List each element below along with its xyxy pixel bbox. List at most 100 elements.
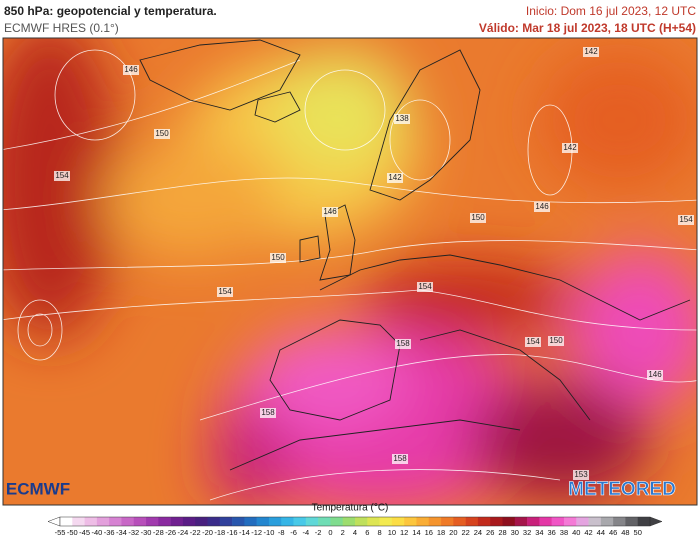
colorbar-tick-label: -22 <box>190 528 201 537</box>
colorbar-tick-label: 32 <box>523 528 531 537</box>
colorbar-swatch <box>563 517 577 526</box>
colorbar-swatch <box>441 517 454 526</box>
contour-label: 146 <box>323 207 337 216</box>
colorbar-tick-label: -8 <box>278 528 285 537</box>
colorbar-swatch <box>502 517 516 526</box>
colorbar-swatch <box>96 517 110 526</box>
colorbar-tick-label: 50 <box>634 528 642 537</box>
contour-label-bg <box>417 282 433 292</box>
colorbar-tick-label: 44 <box>597 528 605 537</box>
colorbar-tick-label: 24 <box>474 528 482 537</box>
contour-label-bg <box>548 336 564 346</box>
colorbar-tick-label: -32 <box>128 528 139 537</box>
contour-label-bg <box>387 173 403 183</box>
contour-label-bg <box>534 202 550 212</box>
colorbar-tick-label: -28 <box>153 528 164 537</box>
colorbar-tick-label: -24 <box>177 528 188 537</box>
colorbar-swatch <box>170 517 184 526</box>
colorbar-tick-label: 26 <box>486 528 494 537</box>
contour-label: 153 <box>574 470 588 479</box>
contour-label: 154 <box>55 171 69 180</box>
colorbar-tick-label: -16 <box>227 528 238 537</box>
colorbar-tick-label: -10 <box>264 528 275 537</box>
colorbar-swatch <box>342 517 356 526</box>
contour-label: 146 <box>535 202 549 211</box>
colorbar-tick-label: -36 <box>104 528 115 537</box>
colorbar-tick-label: 30 <box>511 528 519 537</box>
contour-label-bg <box>392 454 408 464</box>
colorbar-tick-label: 48 <box>621 528 629 537</box>
colorbar-tick-label: 12 <box>400 528 408 537</box>
colorbar-tick-label: 18 <box>437 528 445 537</box>
contour-label-bg <box>54 171 70 181</box>
contours <box>3 49 697 501</box>
colorbar-swatch <box>146 517 159 526</box>
contour-label: 142 <box>388 173 402 182</box>
contour-label-bg <box>322 207 338 217</box>
colorbar-tick-label: 6 <box>365 528 369 537</box>
colorbar-swatch <box>207 517 221 526</box>
contour-label-bg <box>123 65 139 75</box>
colorbar-tick-label: -2 <box>315 528 322 537</box>
colorbar-tick-label: 2 <box>341 528 345 537</box>
colorbar-swatch <box>109 517 122 526</box>
colorbar-swatch <box>318 517 331 526</box>
map-frame <box>2 37 698 506</box>
colorbar-tick-label: 10 <box>388 528 396 537</box>
colorbar-swatch <box>613 517 626 526</box>
contour-label-bg <box>647 370 663 380</box>
contour-label-bg <box>525 337 541 347</box>
colorbar-tick-label: -40 <box>91 528 102 537</box>
colorbar-tick-label: -55 <box>55 528 66 537</box>
colorbar-swatch <box>404 517 417 526</box>
colorbar-tick-label: -6 <box>290 528 297 537</box>
colorbar-frame <box>59 516 651 527</box>
colorbar-swatch <box>453 517 466 526</box>
contour-label: 154 <box>526 337 540 346</box>
colorbar-tick-label: 34 <box>535 528 543 537</box>
contour-label: 142 <box>563 143 577 152</box>
colorbar-swatch <box>305 517 319 526</box>
contour-label: 150 <box>549 336 563 345</box>
colorbar-swatch <box>551 517 565 526</box>
colorbar-swatch <box>576 517 589 526</box>
colorbar-swatch <box>281 517 294 526</box>
model: ECMWF HRES (0.1°) <box>4 21 119 35</box>
contour-label: 150 <box>271 253 285 262</box>
colorbar: -55 -50 -45 -40 -36 -34 -32 -30 -28 -26 -24 -22 -20-… <box>47 516 663 537</box>
contour-label-bg <box>573 470 589 480</box>
colorbar-swatch <box>379 517 393 526</box>
contour-label-bg <box>260 408 276 418</box>
colorbar-swatch <box>391 517 405 526</box>
colorbar-arrow <box>649 516 663 527</box>
colorbar-tick-label: 36 <box>547 528 555 537</box>
colorbar-tick-label: 14 <box>412 528 420 537</box>
colorbar-swatch <box>244 517 257 526</box>
colorbar-swatch <box>293 517 307 526</box>
colorbar-swatch <box>72 517 85 526</box>
colorbar-swatch <box>588 517 602 526</box>
colorbar-swatch <box>256 517 270 526</box>
colorbar-tick-label: -50 <box>67 528 78 537</box>
colorbar-swatch <box>539 517 552 526</box>
contour-label-bg <box>395 339 411 349</box>
colorbar-tick-label: 16 <box>425 528 433 537</box>
contour-label: 158 <box>261 408 275 417</box>
contour-label: 138 <box>395 114 409 123</box>
contour-label: 154 <box>418 282 432 291</box>
map-title: 850 hPa: geopotencial y temperatura. <box>4 4 217 18</box>
valid-time: Válido: Mar 18 jul 2023, 18 UTC (H+54) <box>478 21 696 35</box>
colorbar-swatch <box>60 517 73 526</box>
contour-label: 154 <box>679 215 693 224</box>
contour-label: 154 <box>218 287 232 296</box>
contour-label: 146 <box>124 65 138 74</box>
coastlines <box>139 39 691 471</box>
colorbar-tick-label: 40 <box>572 528 580 537</box>
colorbar-swatch <box>600 517 614 526</box>
colorbar-swatch <box>514 517 528 526</box>
legend-title: Temperatura (°C) <box>312 503 389 514</box>
contour-label: 158 <box>393 454 407 463</box>
contour-label-bg <box>270 253 286 263</box>
colorbar-swatch <box>637 517 651 526</box>
colorbar-swatch <box>195 517 208 526</box>
